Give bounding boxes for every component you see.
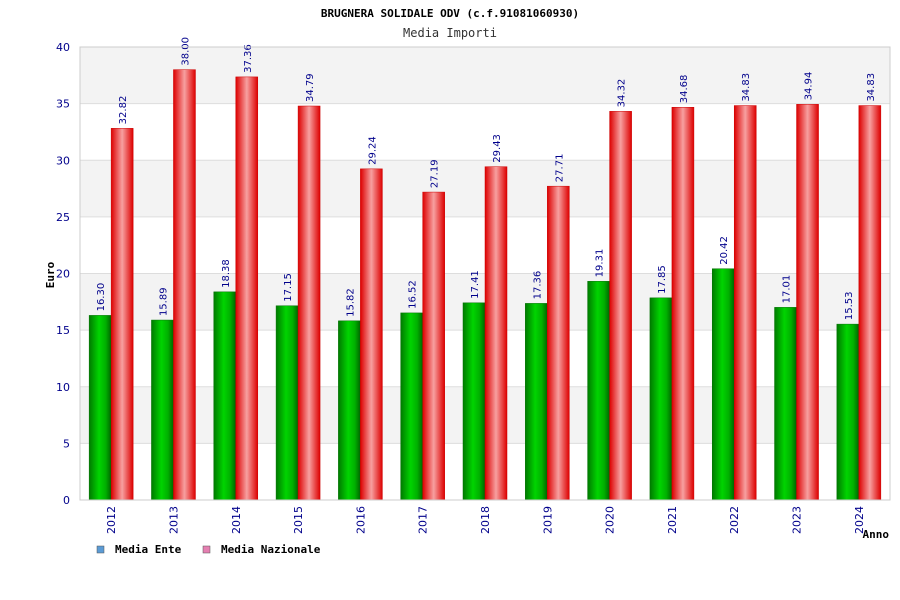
value-label: 34.79 bbox=[305, 73, 316, 102]
y-tick-label: 25 bbox=[56, 211, 70, 224]
value-label: 27.19 bbox=[430, 159, 441, 188]
value-label: 16.52 bbox=[408, 280, 419, 309]
x-axis-ticks: 2012 2013 2014 2015 2016 2017 2018 2019 2020 2021… bbox=[105, 506, 866, 534]
x-tick-label: 2022 bbox=[728, 506, 741, 534]
bar-media-nazionale-2023 bbox=[796, 104, 819, 501]
bar-media-ente-2021 bbox=[649, 297, 673, 501]
bar-media-nazionale-2020 bbox=[609, 111, 632, 501]
value-label: 34.32 bbox=[617, 79, 628, 108]
legend-label-media-ente: Media Ente bbox=[115, 543, 182, 556]
value-label: 34.83 bbox=[741, 73, 752, 102]
value-label: 18.38 bbox=[221, 259, 232, 288]
value-label: 20.42 bbox=[719, 236, 730, 265]
x-tick-label: 2024 bbox=[853, 506, 866, 534]
x-tick-label: 2017 bbox=[417, 506, 430, 534]
bar-media-ente-2024 bbox=[836, 323, 860, 501]
y-tick-label: 40 bbox=[56, 41, 70, 54]
bar-media-nazionale-2013 bbox=[173, 69, 196, 501]
chart-subtitle: Media Importi bbox=[403, 26, 497, 40]
value-label: 17.85 bbox=[657, 265, 668, 294]
value-label: 15.53 bbox=[844, 291, 855, 320]
chart-title: BRUGNERA SOLIDALE ODV (c.f.91081060930) bbox=[321, 7, 579, 20]
bar-media-nazionale-2024 bbox=[858, 105, 882, 501]
value-label: 29.43 bbox=[492, 134, 503, 163]
y-axis-ticks: 0 5 10 15 20 25 30 35 40 bbox=[56, 41, 70, 507]
value-label: 32.82 bbox=[118, 96, 129, 125]
bar-media-nazionale-2014 bbox=[235, 76, 259, 501]
bar-media-ente-2015 bbox=[275, 305, 299, 501]
y-tick-label: 15 bbox=[56, 324, 70, 337]
y-axis-label: Euro bbox=[44, 261, 57, 288]
y-tick-label: 10 bbox=[56, 381, 70, 394]
legend-swatch-media-nazionale bbox=[202, 545, 211, 554]
bar-media-ente-2012 bbox=[88, 315, 112, 501]
bar-media-ente-2016 bbox=[338, 320, 361, 501]
x-tick-label: 2021 bbox=[666, 506, 679, 534]
value-label: 38.00 bbox=[180, 37, 191, 66]
bar-media-nazionale-2017 bbox=[422, 191, 445, 501]
legend: Media Ente Media Nazionale bbox=[96, 543, 321, 556]
plot-frame bbox=[79, 46, 891, 501]
x-tick-label: 2013 bbox=[167, 506, 180, 534]
bar-media-nazionale-2016 bbox=[360, 168, 383, 501]
bar-media-ente-2019 bbox=[525, 303, 548, 501]
value-label: 17.01 bbox=[782, 275, 793, 304]
bar-media-ente-2018 bbox=[462, 302, 486, 501]
x-tick-label: 2023 bbox=[791, 506, 804, 534]
bar-media-nazionale-2022 bbox=[733, 105, 757, 501]
y-tick-label: 35 bbox=[56, 98, 70, 111]
value-label: 29.24 bbox=[367, 136, 378, 165]
bar-media-nazionale-2021 bbox=[671, 106, 695, 501]
bar-media-nazionale-2012 bbox=[110, 128, 134, 501]
bar-media-ente-2017 bbox=[400, 312, 423, 501]
value-label: 37.36 bbox=[243, 44, 254, 73]
bar-media-ente-2022 bbox=[711, 268, 735, 501]
x-tick-label: 2016 bbox=[354, 506, 367, 534]
y-tick-label: 20 bbox=[56, 268, 70, 281]
value-label: 16.30 bbox=[96, 283, 107, 312]
bar-media-ente-2020 bbox=[587, 281, 610, 501]
value-label: 34.94 bbox=[804, 72, 815, 101]
x-tick-label: 2014 bbox=[230, 506, 243, 534]
x-tick-label: 2015 bbox=[292, 506, 305, 534]
legend-label-media-nazionale: Media Nazionale bbox=[221, 543, 321, 556]
bar-media-ente-2013 bbox=[151, 319, 174, 501]
bar-media-ente-2014 bbox=[213, 291, 237, 501]
y-tick-label: 5 bbox=[63, 437, 70, 450]
value-label: 15.89 bbox=[158, 287, 169, 316]
plot-band bbox=[80, 103, 890, 161]
value-label: 34.83 bbox=[866, 73, 877, 102]
value-labels: 16.30 32.82 15.89 38.00 18.38 37.36 17.15 34.79… bbox=[96, 37, 877, 320]
value-label: 34.68 bbox=[679, 75, 690, 104]
value-label: 17.41 bbox=[470, 270, 481, 299]
bar-media-nazionale-2015 bbox=[297, 105, 321, 501]
value-label: 15.82 bbox=[345, 288, 356, 317]
x-tick-label: 2019 bbox=[541, 506, 554, 534]
value-label: 27.71 bbox=[554, 154, 565, 183]
x-tick-label: 2020 bbox=[604, 506, 617, 534]
legend-swatch-media-ente bbox=[96, 545, 105, 554]
value-label: 17.15 bbox=[283, 273, 294, 302]
bars bbox=[88, 69, 882, 501]
x-tick-label: 2018 bbox=[479, 506, 492, 534]
value-label: 19.31 bbox=[595, 249, 606, 278]
y-tick-label: 30 bbox=[56, 154, 70, 167]
bar-media-nazionale-2018 bbox=[484, 166, 508, 501]
y-tick-label: 0 bbox=[63, 494, 70, 507]
x-axis-label: Anno bbox=[863, 528, 890, 541]
x-tick-label: 2012 bbox=[105, 506, 118, 534]
bar-media-nazionale-2019 bbox=[547, 185, 570, 501]
bar-media-ente-2023 bbox=[774, 307, 797, 501]
value-label: 17.36 bbox=[532, 271, 543, 300]
plot-band bbox=[80, 47, 890, 104]
